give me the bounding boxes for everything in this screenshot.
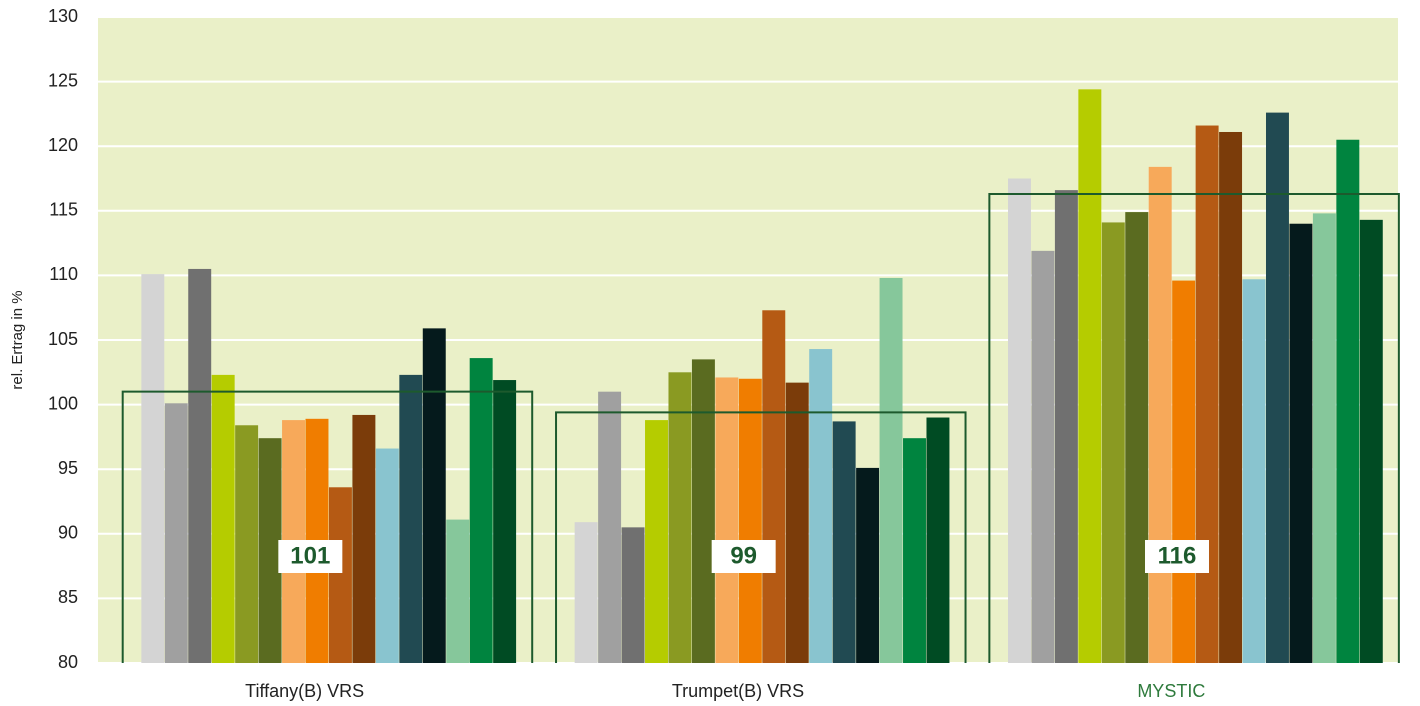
bar: [141, 274, 165, 663]
bar: [1172, 280, 1196, 663]
bar: [235, 425, 259, 663]
bar: [926, 417, 950, 663]
x-tick-label: Trumpet(B) VRS: [672, 681, 804, 701]
average-label: 116: [1158, 542, 1197, 569]
average-label: 99: [730, 542, 757, 569]
average-label: 101: [290, 542, 330, 569]
x-tick-label: Tiffany(B) VRS: [245, 681, 364, 701]
y-tick-label: 80: [58, 652, 78, 672]
bar: [668, 372, 692, 663]
bar: [762, 310, 786, 663]
bar: [422, 328, 446, 663]
bar: [691, 359, 715, 663]
y-tick-label: 130: [48, 6, 78, 26]
bar: [809, 349, 833, 663]
bar: [1101, 222, 1125, 664]
bar: [785, 382, 809, 663]
y-tick-label: 100: [48, 393, 78, 413]
bar: [645, 420, 668, 663]
average-label-bg: [278, 540, 343, 573]
average-box: [988, 193, 1400, 663]
y-tick-label: 125: [48, 70, 78, 90]
y-axis-label: rel. Ertrag in %: [9, 290, 26, 389]
bar: [1265, 112, 1289, 663]
bar: [598, 391, 622, 663]
y-tick-label: 85: [58, 587, 78, 607]
bar: [1219, 131, 1243, 663]
bar: [1031, 250, 1055, 664]
bar: [399, 374, 423, 663]
bar: [1148, 166, 1172, 663]
bar: [1054, 190, 1078, 664]
bar: [1336, 139, 1360, 664]
bar: [621, 527, 645, 663]
y-tick-label: 120: [48, 135, 78, 155]
bar: [574, 522, 598, 663]
bar: [375, 448, 399, 663]
average-label-bg: [1145, 540, 1209, 573]
y-tick-label: 110: [49, 264, 78, 284]
y-tick-label: 90: [58, 523, 78, 543]
bar: [1195, 125, 1219, 663]
bar: [1312, 213, 1336, 663]
bar: [1008, 178, 1031, 663]
y-tick-label: 115: [49, 200, 78, 220]
bar: [879, 277, 903, 663]
y-tick-label: 95: [58, 458, 78, 478]
bar: [1242, 279, 1266, 663]
bar: [715, 377, 739, 663]
average-box: [555, 411, 967, 663]
bar: [493, 380, 517, 663]
average-label-bg: [711, 540, 776, 573]
x-tick-label: MYSTIC: [1137, 681, 1205, 701]
bar: [352, 414, 376, 663]
bar: [903, 438, 926, 663]
average-box: [121, 390, 534, 663]
bar: [1078, 89, 1102, 664]
bar: [164, 403, 188, 663]
bar: [738, 378, 762, 663]
bar: [1125, 212, 1149, 664]
bar: [1289, 223, 1313, 663]
bar: [328, 487, 352, 663]
bar: [211, 374, 235, 663]
bar: [188, 268, 212, 663]
bar: [856, 467, 880, 663]
bar: [1359, 219, 1383, 663]
bar: [446, 519, 470, 663]
bar: [469, 358, 493, 663]
y-tick-label: 105: [48, 329, 78, 349]
bar: [832, 421, 856, 663]
bar: [258, 438, 282, 663]
